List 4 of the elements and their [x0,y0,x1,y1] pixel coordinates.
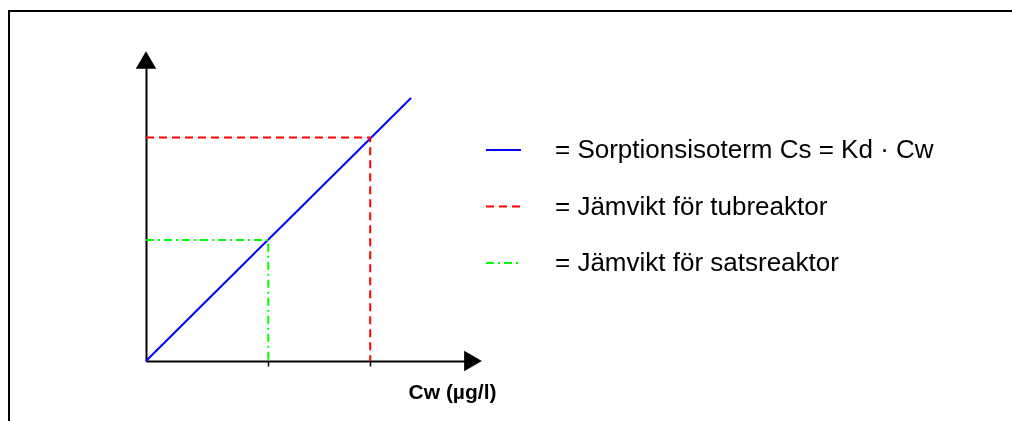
x-axis-title: Cw (µg/l) [408,379,497,403]
legend-label: = Jämvikt för satsreaktor [555,247,840,277]
legend-label: = Sorptionsisoterm Cs = Kd · Cw [555,134,934,164]
legend-label: = Jämvikt för tubreaktor [555,190,828,221]
